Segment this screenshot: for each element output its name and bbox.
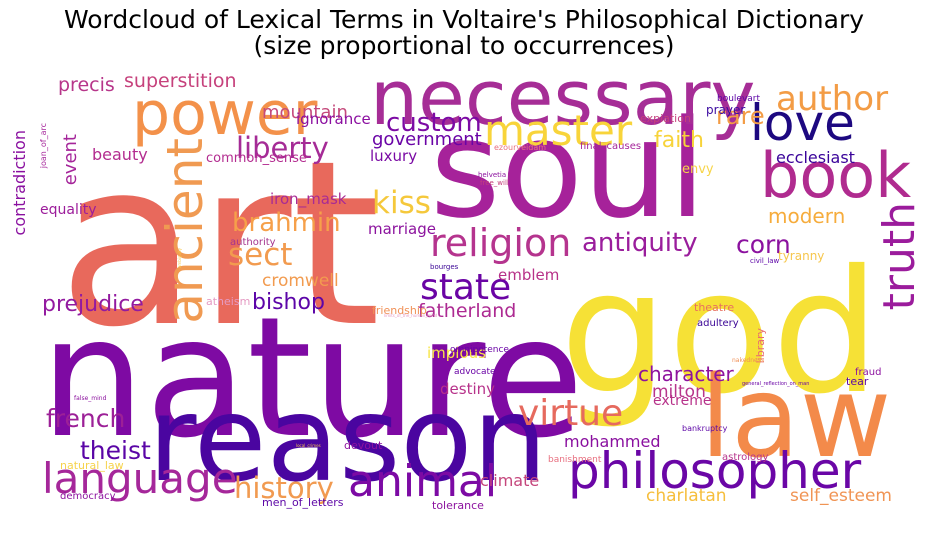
word-corn: corn — [736, 230, 791, 259]
word-tolerance: tolerance — [432, 499, 484, 512]
word-tear: tear — [846, 375, 869, 388]
word-sect: sect — [228, 237, 293, 273]
word-history: history — [234, 471, 334, 505]
word-necessary: necessary — [370, 53, 756, 142]
word-fatherland: fatherland — [418, 300, 517, 322]
word-religion: religion — [430, 221, 572, 265]
word-astrology: astrology — [722, 452, 769, 463]
word-boulevart: boulevart — [717, 94, 761, 104]
word-fraud: fraud — [855, 367, 882, 378]
word-impious: impious — [427, 344, 486, 362]
word-civil-law: civil_law — [750, 257, 780, 265]
word-theatre: theatre — [694, 301, 735, 314]
word-philosopher: philosopher — [568, 442, 862, 500]
word-animal: animal — [348, 456, 498, 507]
word-custom: custom — [386, 108, 482, 138]
word-bankruptcy: bankruptcy — [682, 424, 728, 433]
word-soul: soul — [430, 91, 706, 248]
word-god: god — [560, 234, 880, 432]
word-modern: modern — [768, 204, 846, 228]
word-milton: milton — [652, 382, 706, 402]
word-nakedness: nakedness — [732, 357, 764, 364]
word-ancient: ancient — [156, 138, 214, 324]
word-joan-of-arc: joan_of_arc — [39, 123, 48, 169]
word-event: event — [60, 134, 81, 186]
word-kiss: kiss — [372, 185, 431, 221]
word-tyranny: tyranny — [778, 249, 825, 263]
word-devout: devout — [344, 439, 383, 452]
word-atheism: atheism — [206, 295, 251, 308]
word-cromwell: cromwell — [262, 271, 339, 291]
word-brahmin: brahmin — [232, 208, 341, 238]
word-ambiguity: ambiguity — [177, 248, 182, 269]
word-adultery: adultery — [697, 318, 739, 329]
word-free-will: free_will — [480, 179, 509, 187]
word-virtue: virtue — [518, 393, 624, 434]
word-bishop: bishop — [252, 290, 325, 315]
word-prejudice: prejudice — [42, 292, 144, 317]
word-beauty: beauty — [92, 145, 148, 164]
word-french: french — [46, 404, 126, 433]
word-limits-of-the-human-mind: limits_of_the_human_mind — [384, 313, 438, 318]
word-destiny: destiny — [440, 380, 495, 398]
word-truth: truth — [874, 202, 925, 311]
word-final-causes: final_causes — [580, 141, 642, 152]
word-banishment: banishment — [548, 455, 602, 465]
word-friendship: friendship — [372, 304, 427, 317]
word-mountain: mountain — [262, 102, 348, 123]
word-emblem: emblem — [498, 266, 560, 284]
word-character: character — [638, 362, 734, 386]
word-contradiction: contradiction — [10, 130, 29, 236]
word-power: power — [132, 79, 318, 149]
word-liberty: liberty — [236, 131, 329, 165]
word-general-reflection-on-man: general_reflection_on_man — [742, 381, 810, 387]
word-equality: equality — [40, 202, 97, 218]
word-charlatan: charlatan — [646, 486, 727, 506]
word-omnipotence: omnipotence — [450, 345, 509, 355]
word-democracy: democracy — [60, 491, 116, 502]
word-self-esteem: self_esteem — [790, 486, 892, 506]
word-ezourveidam: ezourveidam — [494, 143, 547, 152]
word-climate: climate — [480, 471, 540, 490]
word-iron-mask: iron_mask — [270, 190, 347, 208]
word-master: master — [484, 106, 633, 155]
word-reason: reason — [148, 370, 548, 508]
word-faith: faith — [654, 128, 704, 153]
word-theist: theist — [80, 436, 151, 465]
word-prayer: prayer — [706, 103, 746, 117]
word-art: art — [58, 111, 381, 377]
word-natural-law: natural_law — [60, 459, 124, 472]
word-men-of-letters: men_of_letters — [262, 496, 344, 509]
word-authority: authority — [230, 237, 276, 248]
word-local-crimes: local_crimes — [296, 443, 321, 448]
word-love: love — [750, 94, 855, 152]
word-precis: precis — [58, 74, 115, 96]
word-expiation: expiation — [640, 112, 691, 125]
word-nature: nature — [40, 282, 584, 475]
word-luxury: luxury — [370, 147, 418, 165]
word-mohammed: mohammed — [564, 432, 661, 451]
word-superstition: superstition — [124, 70, 237, 92]
word-ignorance: ignorance — [296, 110, 371, 128]
word-extreme: extreme — [653, 393, 712, 409]
word-false-mind: false_mind — [74, 395, 107, 402]
word-state: state — [420, 267, 512, 308]
word-law: law — [700, 353, 892, 483]
word-government: government — [372, 129, 482, 150]
word-advocate: advocate — [454, 367, 496, 377]
word-helvetia: helvetia — [478, 171, 507, 179]
word-antiquity: antiquity — [582, 228, 698, 258]
word-author: author — [776, 79, 889, 119]
word-bourges: bourges — [430, 263, 459, 271]
chart-title-line-2: (size proportional to occurrences) — [253, 31, 675, 60]
chart-title-line-1: Wordcloud of Lexical Terms in Voltaire's… — [63, 5, 865, 34]
word-rare: rare — [716, 102, 765, 130]
word-language: language — [42, 454, 238, 503]
word-book: book — [760, 139, 912, 212]
word-marriage: marriage — [368, 220, 436, 238]
word-common-sense: common_sense — [206, 151, 307, 166]
word-ecclesiast: ecclesiast — [776, 148, 855, 167]
word-envy: envy — [682, 162, 714, 177]
